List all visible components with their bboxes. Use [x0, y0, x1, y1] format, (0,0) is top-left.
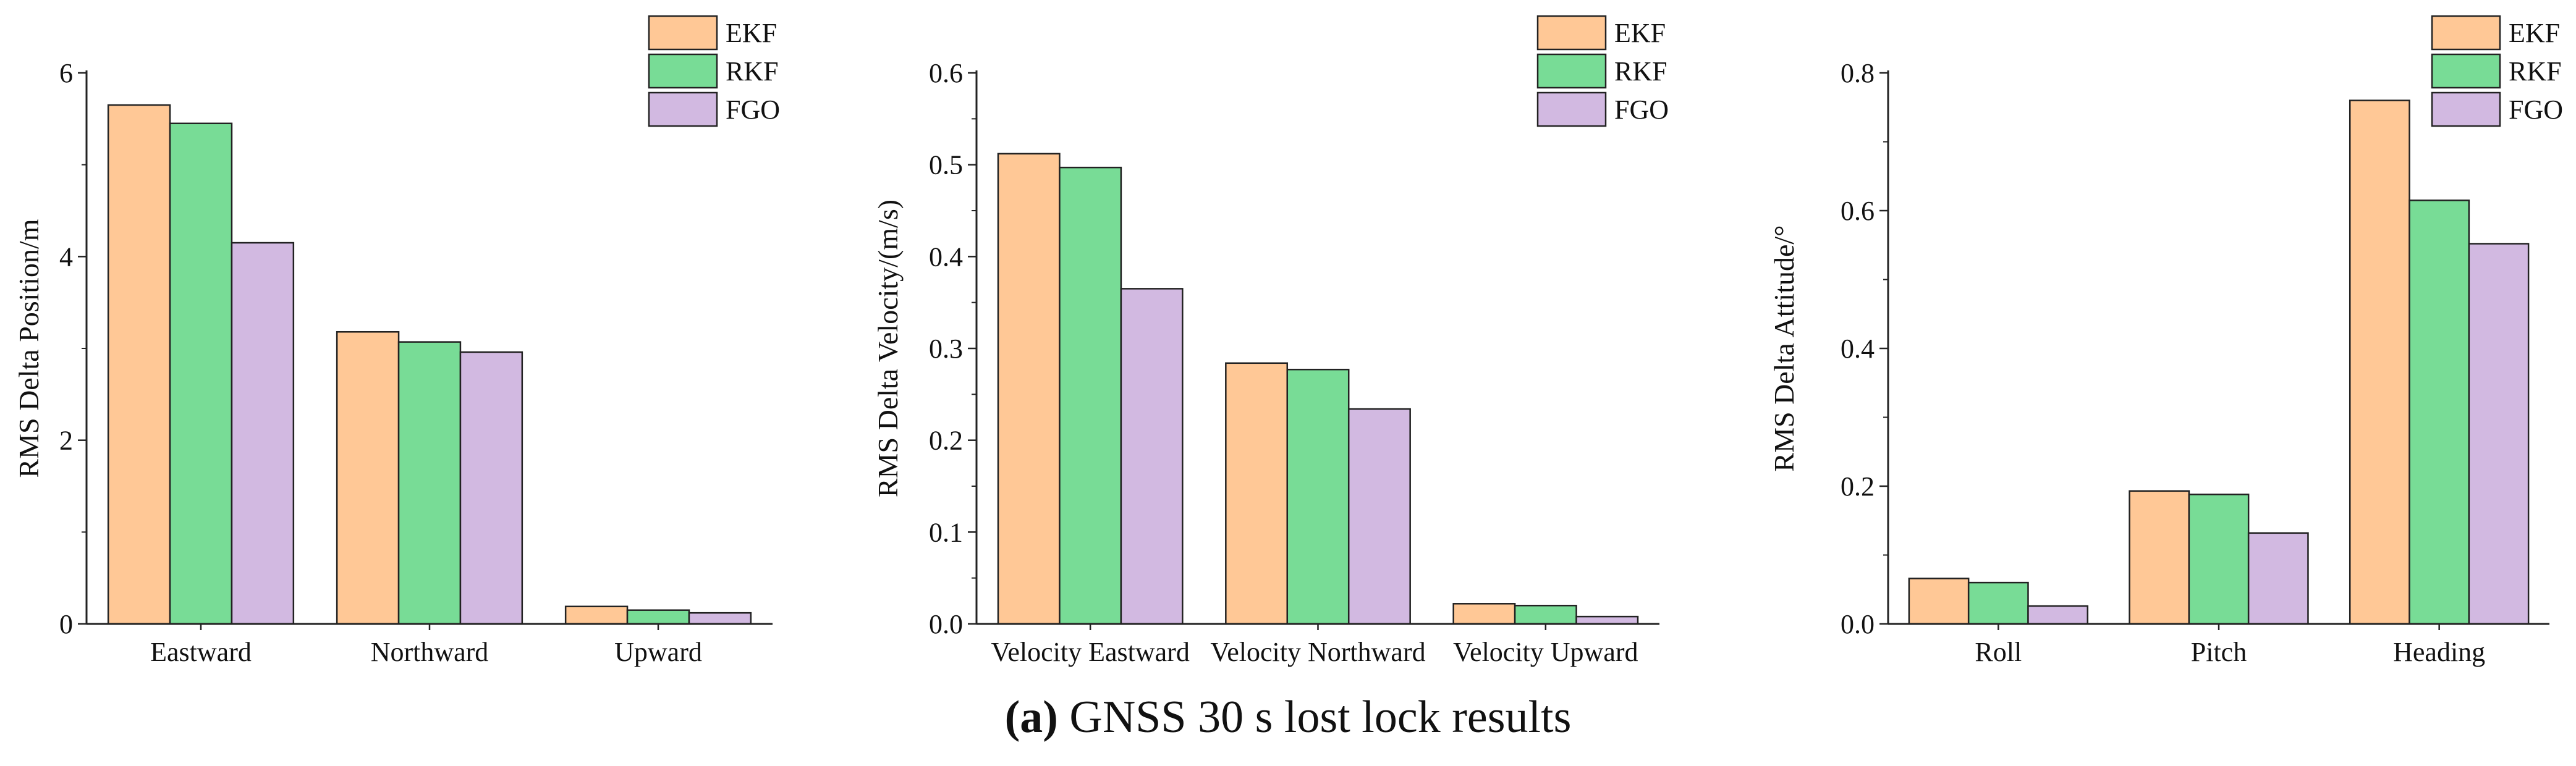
y-axis-label: RMS Delta Attitude/° [1768, 225, 1800, 471]
legend-label-rkf: RKF [726, 56, 779, 86]
bar-fgo-velocity-eastward [1120, 288, 1184, 625]
bar-fgo-eastward [231, 242, 295, 625]
bar-fgo-velocity-northward [1347, 408, 1411, 625]
bar-ekf-eastward [107, 104, 171, 625]
bar-rkf-velocity-upward [1514, 605, 1577, 625]
caption-text: GNSS 30 s lost lock results [1058, 692, 1572, 743]
y-tick-label: 0.8 [1841, 58, 1875, 88]
bar-fgo-heading [2468, 243, 2530, 625]
bar-fgo-northward [459, 351, 523, 625]
bar-ekf-heading [2349, 99, 2410, 625]
legend-swatch-ekf [2431, 15, 2501, 51]
legend-swatch-fgo [648, 91, 718, 127]
chart-panel-3: Roll Pitch Heading 0.0 0.2 0.4 0.6 0.8 RMS Delta… [1768, 15, 2563, 667]
chart-panel-1: Eastward Northward Upward 0 2 4 6 RMS Delta Pos… [13, 15, 780, 667]
bar-fgo-pitch [2247, 532, 2309, 625]
legend-label-ekf: EKF [1614, 18, 1666, 48]
chart-panels: Eastward Northward Upward 0 2 4 6 RMS Delta Pos… [13, 15, 2563, 667]
legend-label-fgo: FGO [726, 95, 780, 125]
x-tick-label: Velocity Eastward [991, 637, 1189, 667]
y-tick-label: 0.6 [1841, 196, 1875, 226]
bar-fgo-velocity-upward [1575, 615, 1639, 625]
y-tick-label: 0.3 [929, 334, 963, 364]
bar-rkf-northward [397, 341, 462, 625]
bar-ekf-velocity-upward [1452, 603, 1516, 625]
y-tick-label: 0.5 [929, 150, 963, 180]
bar-ekf-upward [564, 605, 629, 625]
y-tick-label: 0.2 [1841, 471, 1875, 502]
x-tick-label: Northward [371, 637, 489, 667]
bar-ekf-northward [336, 330, 400, 625]
x-tick-label: Velocity Upward [1453, 637, 1638, 667]
legend: EKF RKF FGO [648, 15, 780, 127]
bar-rkf-velocity-eastward [1059, 166, 1122, 625]
y-tick-label: 0.4 [1841, 334, 1875, 364]
chart-panel-2: Velocity Eastward Velocity Northward Veloc… [872, 15, 1669, 667]
legend-swatch-rkf [648, 53, 718, 89]
legend-label-fgo: FGO [2509, 95, 2563, 125]
bar-rkf-roll [1967, 581, 2029, 625]
y-axis-label: RMS Delta Velocity/(m/s) [872, 200, 904, 497]
legend-swatch-fgo [1536, 91, 1607, 127]
legend: EKF RKF FGO [1536, 15, 1669, 127]
legend-label-rkf: RKF [2509, 56, 2562, 86]
bar-rkf-heading [2409, 200, 2470, 625]
legend-swatch-fgo [2431, 91, 2501, 127]
bar-ekf-roll [1908, 578, 1970, 625]
y-tick-label: 4 [59, 242, 73, 272]
legend: EKF RKF FGO [2431, 15, 2563, 127]
legend-swatch-rkf [1536, 53, 1607, 89]
bar-rkf-upward [626, 609, 690, 625]
bar-fgo-upward [688, 612, 752, 625]
x-tick-label: Roll [1975, 637, 2022, 667]
caption-label: (a) [1005, 692, 1058, 743]
x-tick-label: Velocity Northward [1210, 637, 1425, 667]
bar-rkf-pitch [2188, 494, 2250, 625]
x-tick-label: Upward [614, 637, 702, 667]
y-tick-label: 0.0 [929, 609, 963, 639]
legend-label-fgo: FGO [1614, 95, 1669, 125]
bar-ekf-velocity-northward [1225, 362, 1289, 625]
bar-ekf-pitch [2129, 490, 2190, 625]
x-tick-label: Heading [2393, 637, 2485, 667]
x-tick-label: Eastward [150, 637, 252, 667]
legend-label-ekf: EKF [726, 18, 777, 48]
legend-label-rkf: RKF [1614, 56, 1667, 86]
legend-label-ekf: EKF [2509, 18, 2560, 48]
y-tick-label: 0.6 [929, 58, 963, 88]
figure-caption: (a) GNSS 30 s lost lock results [1005, 692, 1572, 743]
bar-rkf-eastward [169, 122, 233, 625]
y-axis-label: RMS Delta Position/m [13, 219, 44, 478]
y-tick-label: 0.1 [929, 517, 963, 547]
y-tick-label: 0.0 [1841, 609, 1875, 639]
y-tick-label: 2 [59, 426, 73, 456]
y-tick-label: 0 [59, 609, 73, 639]
bar-rkf-velocity-northward [1286, 368, 1350, 625]
x-tick-label: Pitch [2191, 637, 2247, 667]
legend-swatch-rkf [2431, 53, 2501, 89]
y-tick-label: 0.4 [929, 242, 963, 272]
legend-swatch-ekf [648, 15, 718, 51]
y-tick-label: 6 [59, 58, 73, 88]
bar-ekf-velocity-eastward [997, 153, 1061, 625]
y-tick-label: 0.2 [929, 426, 963, 456]
bar-fgo-roll [2027, 605, 2089, 625]
legend-swatch-ekf [1536, 15, 1607, 51]
